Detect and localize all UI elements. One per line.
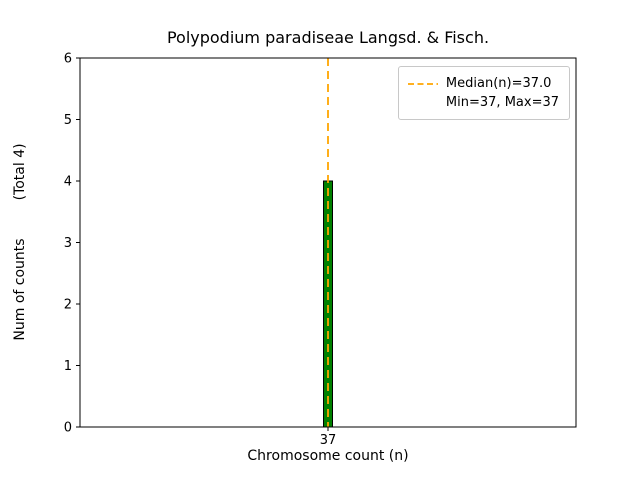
y-tick-label: 1 xyxy=(64,359,72,374)
y-tick-label: 6 xyxy=(64,52,72,67)
y-tick-label: 5 xyxy=(64,113,72,128)
y-tick-label: 2 xyxy=(64,298,72,313)
chart-title: Polypodium paradiseae Langsd. & Fisch. xyxy=(166,28,490,47)
y-tick-label: 0 xyxy=(64,421,72,436)
legend: Median(n)=37.0 Min=37, Max=37 xyxy=(397,66,570,120)
median-dashed-line-icon xyxy=(407,82,438,85)
legend-entry-median: Median(n)=37.0 xyxy=(445,76,552,91)
y-tick-label: 3 xyxy=(64,236,72,251)
legend-row-median: Median(n)=37.0 xyxy=(407,74,559,93)
axes-box xyxy=(79,57,577,428)
y-tick-label: 4 xyxy=(64,175,72,190)
legend-row-minmax: Min=37, Max=37 xyxy=(408,93,559,112)
x-axis-label: Chromosome count (n) xyxy=(247,448,409,464)
x-tick-label: 37 xyxy=(320,433,337,448)
legend-handle-spacer xyxy=(408,98,438,108)
legend-entry-minmax: Min=37, Max=37 xyxy=(445,95,559,110)
